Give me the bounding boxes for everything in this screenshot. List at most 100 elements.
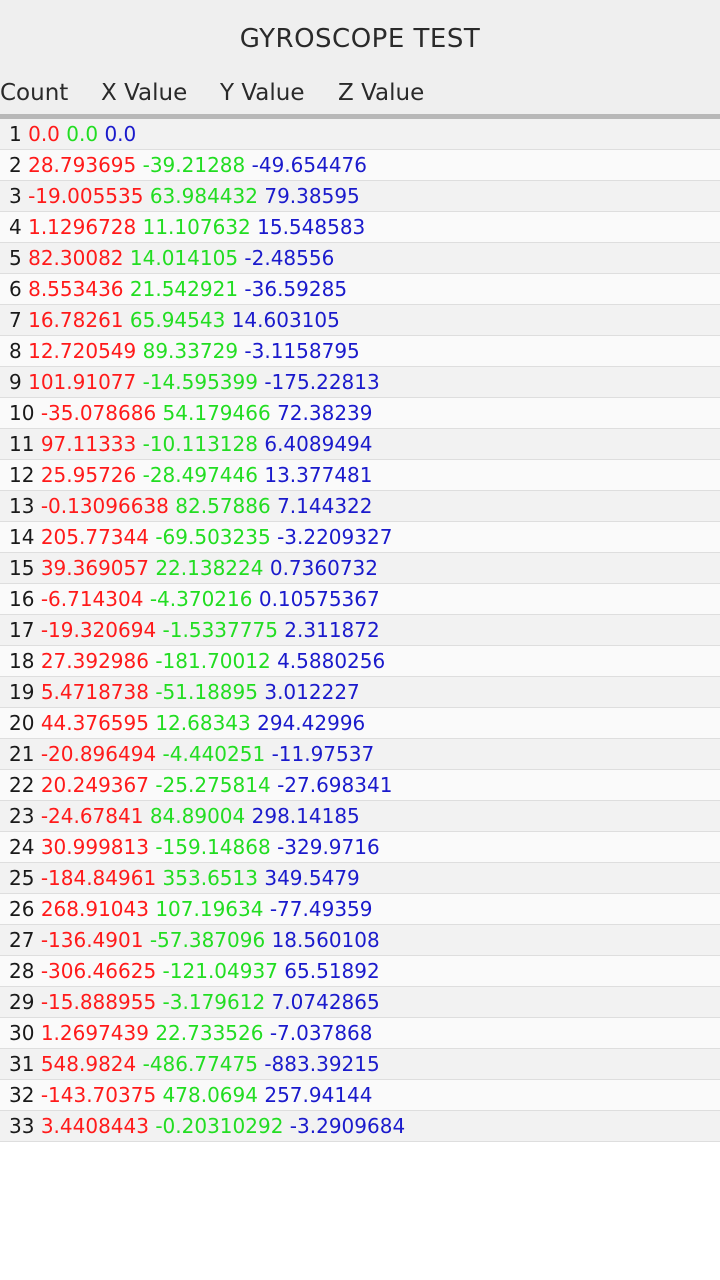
list-item[interactable]: 18 27.392986 -181.70012 4.5880256 bbox=[0, 646, 720, 677]
list-item[interactable]: 8 12.720549 89.33729 -3.1158795 bbox=[0, 336, 720, 367]
list-item[interactable]: 17 -19.320694 -1.5337775 2.311872 bbox=[0, 615, 720, 646]
list-item[interactable]: 26 268.91043 107.19634 -77.49359 bbox=[0, 894, 720, 925]
reading-count: 1 bbox=[9, 122, 22, 146]
header-y-value: Y Value bbox=[220, 80, 305, 106]
reading-x-value: 3.4408443 bbox=[40, 1114, 149, 1138]
reading-count: 9 bbox=[9, 370, 22, 394]
list-item[interactable]: 5 82.30082 14.014105 -2.48556 bbox=[0, 243, 720, 274]
reading-y-value: -4.440251 bbox=[162, 742, 266, 766]
list-item[interactable]: 28 -306.46625 -121.04937 65.51892 bbox=[0, 956, 720, 987]
reading-count: 32 bbox=[9, 1083, 35, 1107]
reading-z-value: 13.377481 bbox=[264, 463, 373, 487]
page-title: GYROSCOPE TEST bbox=[239, 24, 481, 54]
reading-count: 24 bbox=[9, 835, 35, 859]
reading-z-value: 65.51892 bbox=[284, 959, 380, 983]
list-item[interactable]: 3 -19.005535 63.984432 79.38595 bbox=[0, 181, 720, 212]
reading-count: 7 bbox=[9, 308, 22, 332]
list-item[interactable]: 31 548.9824 -486.77475 -883.39215 bbox=[0, 1049, 720, 1080]
list-item[interactable]: 7 16.78261 65.94543 14.603105 bbox=[0, 305, 720, 336]
reading-x-value: 27.392986 bbox=[40, 649, 149, 673]
reading-z-value: 15.548583 bbox=[257, 215, 366, 239]
reading-x-value: -24.67841 bbox=[40, 804, 144, 828]
list-item[interactable]: 13 -0.13096638 82.57886 7.144322 bbox=[0, 491, 720, 522]
list-item[interactable]: 6 8.553436 21.542921 -36.59285 bbox=[0, 274, 720, 305]
reading-x-value: 1.1296728 bbox=[28, 215, 137, 239]
reading-x-value: 548.9824 bbox=[40, 1052, 137, 1076]
list-item[interactable]: 25 -184.84961 353.6513 349.5479 bbox=[0, 863, 720, 894]
list-item[interactable]: 1 0.0 0.0 0.0 bbox=[0, 119, 720, 150]
header-x-value: X Value bbox=[101, 80, 188, 106]
reading-z-value: -3.2909684 bbox=[289, 1114, 406, 1138]
list-item[interactable]: 33 3.4408443 -0.20310292 -3.2909684 bbox=[0, 1111, 720, 1142]
reading-count: 27 bbox=[9, 928, 35, 952]
reading-x-value: 39.369057 bbox=[40, 556, 149, 580]
list-item[interactable]: 11 97.11333 -10.113128 6.4089494 bbox=[0, 429, 720, 460]
reading-count: 18 bbox=[9, 649, 35, 673]
reading-count: 3 bbox=[9, 184, 22, 208]
reading-y-value: 82.57886 bbox=[175, 494, 271, 518]
list-item[interactable]: 32 -143.70375 478.0694 257.94144 bbox=[0, 1080, 720, 1111]
reading-count: 4 bbox=[9, 215, 22, 239]
list-item[interactable]: 23 -24.67841 84.89004 298.14185 bbox=[0, 801, 720, 832]
reading-y-value: -69.503235 bbox=[155, 525, 271, 549]
list-item[interactable]: 15 39.369057 22.138224 0.7360732 bbox=[0, 553, 720, 584]
reading-z-value: -36.59285 bbox=[244, 277, 348, 301]
list-item[interactable]: 20 44.376595 12.68343 294.42996 bbox=[0, 708, 720, 739]
reading-z-value: 7.0742865 bbox=[271, 990, 380, 1014]
reading-x-value: 8.553436 bbox=[28, 277, 124, 301]
reading-x-value: -143.70375 bbox=[40, 1083, 157, 1107]
reading-z-value: -329.9716 bbox=[277, 835, 380, 859]
reading-z-value: -3.2209327 bbox=[277, 525, 393, 549]
list-item[interactable]: 4 1.1296728 11.107632 15.548583 bbox=[0, 212, 720, 243]
reading-count: 16 bbox=[9, 587, 35, 611]
list-item[interactable]: 2 28.793695 -39.21288 -49.654476 bbox=[0, 150, 720, 181]
list-item[interactable]: 24 30.999813 -159.14868 -329.9716 bbox=[0, 832, 720, 863]
list-item[interactable]: 29 -15.888955 -3.179612 7.0742865 bbox=[0, 987, 720, 1018]
reading-count: 2 bbox=[9, 153, 22, 177]
reading-y-value: -51.18895 bbox=[155, 680, 258, 704]
reading-z-value: 0.0 bbox=[104, 122, 137, 146]
reading-z-value: 72.38239 bbox=[277, 401, 373, 425]
reading-z-value: 294.42996 bbox=[257, 711, 366, 735]
reading-x-value: 16.78261 bbox=[28, 308, 124, 332]
reading-y-value: -25.275814 bbox=[155, 773, 271, 797]
reading-z-value: 18.560108 bbox=[271, 928, 380, 952]
readings-list[interactable]: 1 0.0 0.0 0.0 2 28.793695 -39.21288 -49.6… bbox=[0, 119, 720, 1142]
reading-x-value: 82.30082 bbox=[28, 246, 124, 270]
reading-z-value: -77.49359 bbox=[269, 897, 373, 921]
reading-y-value: -3.179612 bbox=[162, 990, 266, 1014]
header-count: Count bbox=[0, 80, 69, 106]
reading-y-value: -39.21288 bbox=[142, 153, 246, 177]
reading-x-value: 12.720549 bbox=[28, 339, 137, 363]
reading-count: 10 bbox=[9, 401, 35, 425]
list-item[interactable]: 12 25.95726 -28.497446 13.377481 bbox=[0, 460, 720, 491]
list-item[interactable]: 22 20.249367 -25.275814 -27.698341 bbox=[0, 770, 720, 801]
reading-count: 15 bbox=[9, 556, 35, 580]
reading-x-value: 5.4718738 bbox=[40, 680, 149, 704]
list-item[interactable]: 9 101.91077 -14.595399 -175.22813 bbox=[0, 367, 720, 398]
reading-count: 25 bbox=[9, 866, 35, 890]
reading-x-value: 30.999813 bbox=[40, 835, 149, 859]
reading-z-value: 0.10575367 bbox=[258, 587, 380, 611]
list-item[interactable]: 16 -6.714304 -4.370216 0.10575367 bbox=[0, 584, 720, 615]
reading-x-value: -19.320694 bbox=[40, 618, 157, 642]
reading-y-value: -57.387096 bbox=[149, 928, 266, 952]
list-item[interactable]: 14 205.77344 -69.503235 -3.2209327 bbox=[0, 522, 720, 553]
list-item[interactable]: 21 -20.896494 -4.440251 -11.97537 bbox=[0, 739, 720, 770]
list-item[interactable]: 27 -136.4901 -57.387096 18.560108 bbox=[0, 925, 720, 956]
header-divider bbox=[0, 114, 720, 119]
reading-y-value: 22.138224 bbox=[155, 556, 264, 580]
reading-x-value: -20.896494 bbox=[40, 742, 157, 766]
reading-z-value: 7.144322 bbox=[277, 494, 373, 518]
reading-count: 30 bbox=[9, 1021, 35, 1045]
reading-z-value: 2.311872 bbox=[284, 618, 380, 642]
reading-y-value: 12.68343 bbox=[155, 711, 251, 735]
reading-count: 28 bbox=[9, 959, 35, 983]
reading-y-value: 22.733526 bbox=[155, 1021, 264, 1045]
reading-y-value: 89.33729 bbox=[142, 339, 239, 363]
reading-x-value: -184.84961 bbox=[40, 866, 157, 890]
list-item[interactable]: 19 5.4718738 -51.18895 3.012227 bbox=[0, 677, 720, 708]
list-item[interactable]: 10 -35.078686 54.179466 72.38239 bbox=[0, 398, 720, 429]
list-item[interactable]: 30 1.2697439 22.733526 -7.037868 bbox=[0, 1018, 720, 1049]
